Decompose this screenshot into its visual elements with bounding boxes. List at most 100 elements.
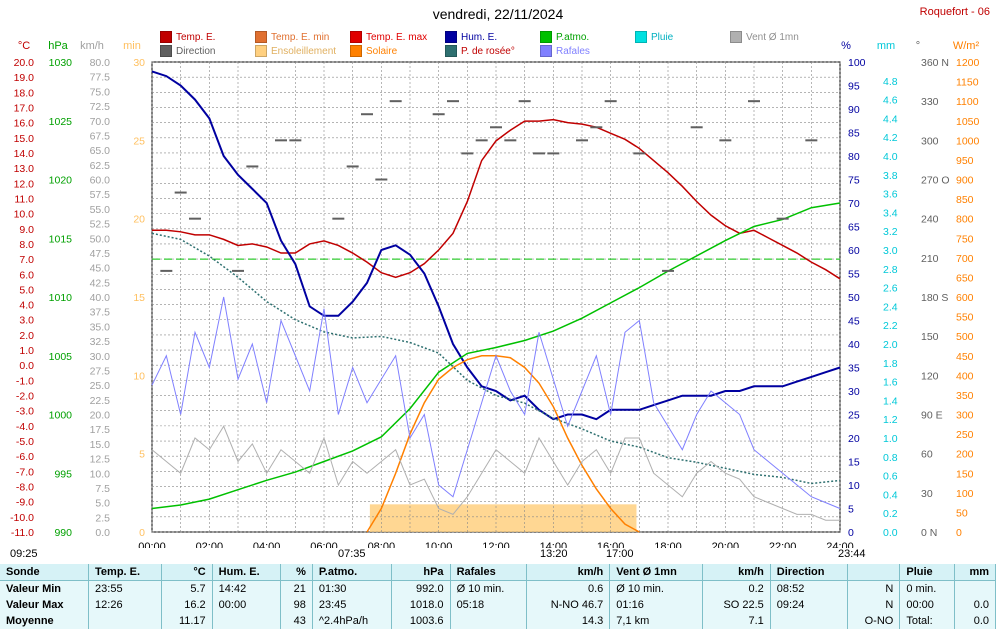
series-line-temp-e- xyxy=(152,118,841,280)
row-label: Valeur Min xyxy=(0,580,90,597)
wind-tick-label: 62.5 xyxy=(90,160,111,172)
x-tick-label: 06:00 xyxy=(310,541,338,548)
solar-tick-label: 100 xyxy=(956,488,974,500)
cell-value: 43 xyxy=(280,613,313,629)
legend-label: Pluie xyxy=(651,31,674,43)
summary-header-row: Sonde Temp. E. °C Hum. E.% P.atmo. hPa Raf… xyxy=(0,564,996,581)
rain-tick-label: 0.4 xyxy=(883,489,898,501)
solar-tick-label: 600 xyxy=(956,292,974,304)
dir-tick-label: 270 O xyxy=(921,175,950,187)
direction-mark xyxy=(174,191,187,194)
series-line-hum-e- xyxy=(151,70,841,421)
rain-tick-label: 0.6 xyxy=(883,471,898,483)
cell-time: Ø 10 min. xyxy=(609,580,704,597)
dir-tick-label: 330 xyxy=(921,96,939,108)
rain-tick-label: 2.8 xyxy=(883,264,898,276)
rain-tick-label: 0.0 xyxy=(883,527,898,539)
direction-mark xyxy=(232,269,244,272)
wind-tick-label: 12.5 xyxy=(90,454,111,466)
direction-mark xyxy=(346,165,359,168)
direction-mark xyxy=(662,269,674,272)
cell-time: 05:18 xyxy=(450,597,528,613)
rain-tick-label: 2.4 xyxy=(883,301,898,313)
wind-tick-label: 7.5 xyxy=(95,483,110,495)
wind-tick-label: 55.0 xyxy=(90,204,111,216)
rain-tick-label: 4.6 xyxy=(883,95,898,107)
cell-time: 23:55 xyxy=(88,580,163,597)
hum-tick-label: 75 xyxy=(848,175,860,187)
cell-value: 0.0 xyxy=(954,597,996,613)
summary-header-unit: hPa xyxy=(391,564,451,581)
wind-tick-label: 65.0 xyxy=(90,145,111,157)
direction-mark xyxy=(547,152,560,155)
cell-value: 14.3 xyxy=(526,613,611,629)
summary-header-unit: % xyxy=(280,564,313,581)
summary-header: Sonde xyxy=(0,564,90,581)
direction-mark xyxy=(490,126,502,129)
temp-tick-label: -5.0 xyxy=(16,436,34,448)
rain-tick-label: 4.4 xyxy=(883,113,898,125)
direction-mark xyxy=(518,100,531,103)
cell-value xyxy=(954,580,996,597)
dir-tick-label: 360 N xyxy=(921,57,949,69)
temp-tick-label: -2.0 xyxy=(16,391,34,403)
legend-swatch xyxy=(160,31,172,43)
cell-value: 21 xyxy=(280,580,313,597)
cell-value: 98 xyxy=(280,597,313,613)
dir-tick-label: 180 S xyxy=(921,292,948,304)
series-line-p-de-ros-e- xyxy=(151,232,841,485)
weather-chart: 00:00 02:00 04:00 06:00 08:00 10:00 12:00 14:00… xyxy=(10,40,980,548)
wind-tick-label: 42.5 xyxy=(90,277,111,289)
direction-mark xyxy=(504,139,517,142)
solar-tick-label: 1150 xyxy=(956,77,979,89)
legend-swatch xyxy=(445,45,457,57)
legend-swatch xyxy=(540,45,552,57)
legend-item: Temp. E. xyxy=(160,31,215,43)
summary-header-unit xyxy=(847,564,901,581)
solar-tick-label: 450 xyxy=(956,351,974,363)
hum-tick-label: 30 xyxy=(848,386,860,398)
hum-tick-label: 25 xyxy=(848,410,860,422)
legend: Temp. E. Temp. E. min Temp. E. max Hum. … xyxy=(160,31,820,61)
hum-tick-label: 55 xyxy=(848,269,860,281)
temp-tick-label: -8.0 xyxy=(16,482,34,494)
cell-value: N-NO 46.7 xyxy=(526,597,611,613)
hum-tick-label: 45 xyxy=(848,316,860,328)
wind-tick-label: 72.5 xyxy=(90,101,111,113)
legend-item: Solaire xyxy=(350,45,397,57)
legend-label: P. de rosée° xyxy=(461,45,515,57)
direction-mark xyxy=(275,139,287,142)
temp-tick-label: 14.0 xyxy=(14,148,35,160)
hum-tick-label: 40 xyxy=(848,339,860,351)
direction-mark xyxy=(576,139,588,142)
rain-tick-label: 3.8 xyxy=(883,170,898,182)
cell-time: 09:24 xyxy=(770,597,848,613)
wind-tick-label: 22.5 xyxy=(90,395,111,407)
sunshine-tick-label: 0 xyxy=(139,527,145,539)
series-line-rafales xyxy=(151,296,841,509)
summary-header-unit: mm xyxy=(954,564,996,581)
hum-tick-label: 20 xyxy=(848,433,860,445)
solar-tick-label: 400 xyxy=(956,370,974,382)
summary-header-unit: °C xyxy=(161,564,213,581)
x-tick-label: 10:00 xyxy=(425,541,453,548)
summary-table: Sonde Temp. E. °C Hum. E.% P.atmo. hPa Raf… xyxy=(0,564,996,629)
x-tick-label: 22:00 xyxy=(769,541,797,548)
rain-tick-label: 4.2 xyxy=(883,132,898,144)
wind-tick-label: 17.5 xyxy=(90,424,111,436)
wind-tick-label: 37.5 xyxy=(90,307,111,319)
legend-label: Temp. E. min xyxy=(271,31,330,43)
temp-tick-label: -9.0 xyxy=(16,497,34,509)
temp-tick-label: 13.0 xyxy=(14,163,35,175)
temp-tick-label: 16.0 xyxy=(14,118,35,130)
direction-mark xyxy=(246,165,259,168)
rain-tick-label: 1.4 xyxy=(883,395,898,407)
solar-unit: W/m² xyxy=(953,40,980,52)
summary-header: Temp. E. xyxy=(88,564,163,581)
legend-item: Ensoleillement xyxy=(255,45,336,57)
legend-item: Vent Ø 1mn xyxy=(730,31,799,43)
temp-tick-label: 8.0 xyxy=(19,239,34,251)
rain-tick-label: 0.2 xyxy=(883,508,898,520)
solar-tick-label: 500 xyxy=(956,331,974,343)
rain-unit: mm xyxy=(877,40,895,52)
